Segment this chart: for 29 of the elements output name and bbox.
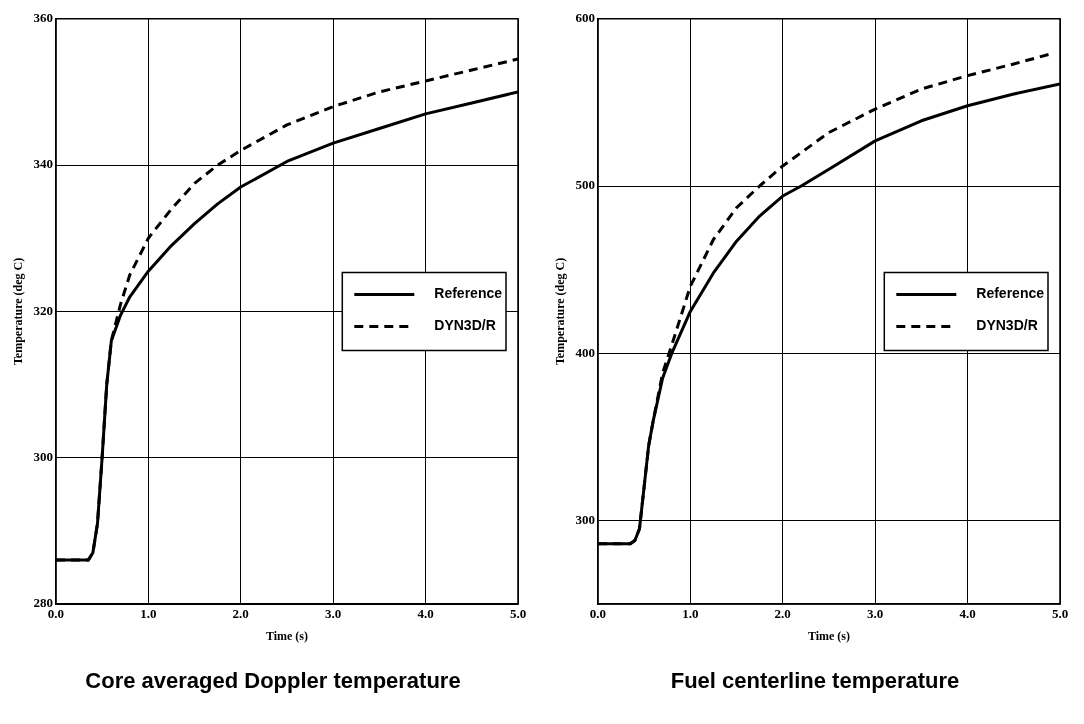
x-tick-label: 0.0 — [589, 606, 607, 622]
x-tick-label: 1.0 — [682, 606, 699, 622]
y-axis-title: Temperature (deg C) — [553, 257, 568, 366]
x-tick-label: 5.0 — [509, 606, 527, 622]
x-tick-label: 3.0 — [867, 606, 884, 622]
y-axis-title: Temperature (deg C) — [11, 257, 26, 366]
y-tick-label: 300 — [33, 449, 53, 465]
x-tick-label: 4.0 — [417, 606, 434, 622]
y-tick-label: 600 — [575, 10, 595, 26]
x-tick-label: 5.0 — [1051, 606, 1069, 622]
x-tick-label: 4.0 — [959, 606, 976, 622]
y-tick-label: 300 — [575, 511, 595, 527]
legend-label: Reference — [976, 285, 1045, 302]
x-tick-label: 2.0 — [232, 606, 249, 622]
text: Fuel centerline temperature — [669, 668, 961, 694]
x-axis-title: Time (s) — [265, 628, 308, 643]
y-tick-label: 360 — [33, 10, 53, 26]
legend-label: DYN3D/R — [976, 317, 1038, 334]
x-tick-label: 2.0 — [774, 606, 791, 622]
y-tick-label: 320 — [33, 302, 53, 318]
legend-label: Reference — [434, 285, 503, 302]
y-tick-label: 400 — [575, 344, 595, 360]
y-tick-label: 340 — [33, 156, 53, 172]
x-axis-title: Time (s) — [807, 628, 850, 643]
text: Core averaged Doppler temperature — [84, 668, 462, 694]
legend-label: DYN3D/R — [434, 317, 496, 334]
x-tick-label: 3.0 — [325, 606, 342, 622]
y-tick-label: 500 — [575, 177, 595, 193]
x-tick-label: 1.0 — [140, 606, 157, 622]
